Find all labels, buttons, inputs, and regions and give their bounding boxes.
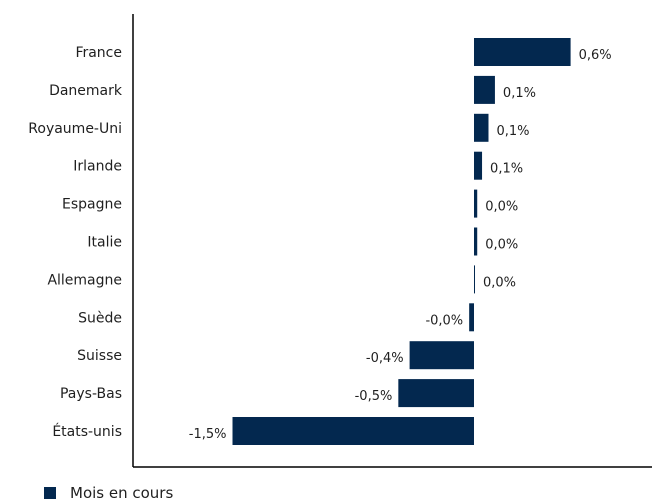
bar [474,38,571,66]
value-label: 0,1% [503,86,536,101]
category-label: Suède [78,310,122,326]
category-label: Espagne [62,197,122,213]
value-label: -1,5% [189,427,227,442]
bar [469,303,474,332]
value-label: 0,6% [579,48,612,63]
bar [232,417,474,445]
legend-label-mois-en-cours: Mois en cours [70,484,174,502]
category-label: Royaume-Uni [28,121,122,137]
category-label: États-unis [52,423,122,440]
legend: Mois en cours [44,484,173,502]
value-label: 0,1% [490,162,523,177]
bar [474,75,495,104]
category-label: Suisse [77,348,122,364]
value-label: 0,1% [496,124,529,139]
bar [474,151,483,180]
category-label: Italie [87,235,122,251]
category-label: France [75,45,122,61]
value-label: -0,0% [425,313,463,328]
category-label: Irlande [73,159,122,175]
category-label: Danemark [49,83,123,99]
bar [409,341,474,370]
bars-group: France 0,6% Danemark 0,1% Royaume-Uni 0,1% Irl… [28,38,612,445]
legend-swatch-mois-en-cours [44,487,56,499]
bar-chart: France 0,6% Danemark 0,1% Royaume-Uni 0,1% Irl… [28,14,652,468]
bar [474,227,478,256]
category-label: Allemagne [47,272,122,288]
bar [474,189,478,218]
value-label: 0,0% [485,200,518,215]
value-label: 0,0% [483,275,516,290]
value-label: -0,5% [355,389,393,404]
category-label: Pays-Bas [60,386,122,402]
bar [474,113,489,142]
value-label: -0,4% [366,351,404,366]
bar [398,379,474,408]
value-label: 0,0% [485,238,518,253]
bar [474,265,475,294]
